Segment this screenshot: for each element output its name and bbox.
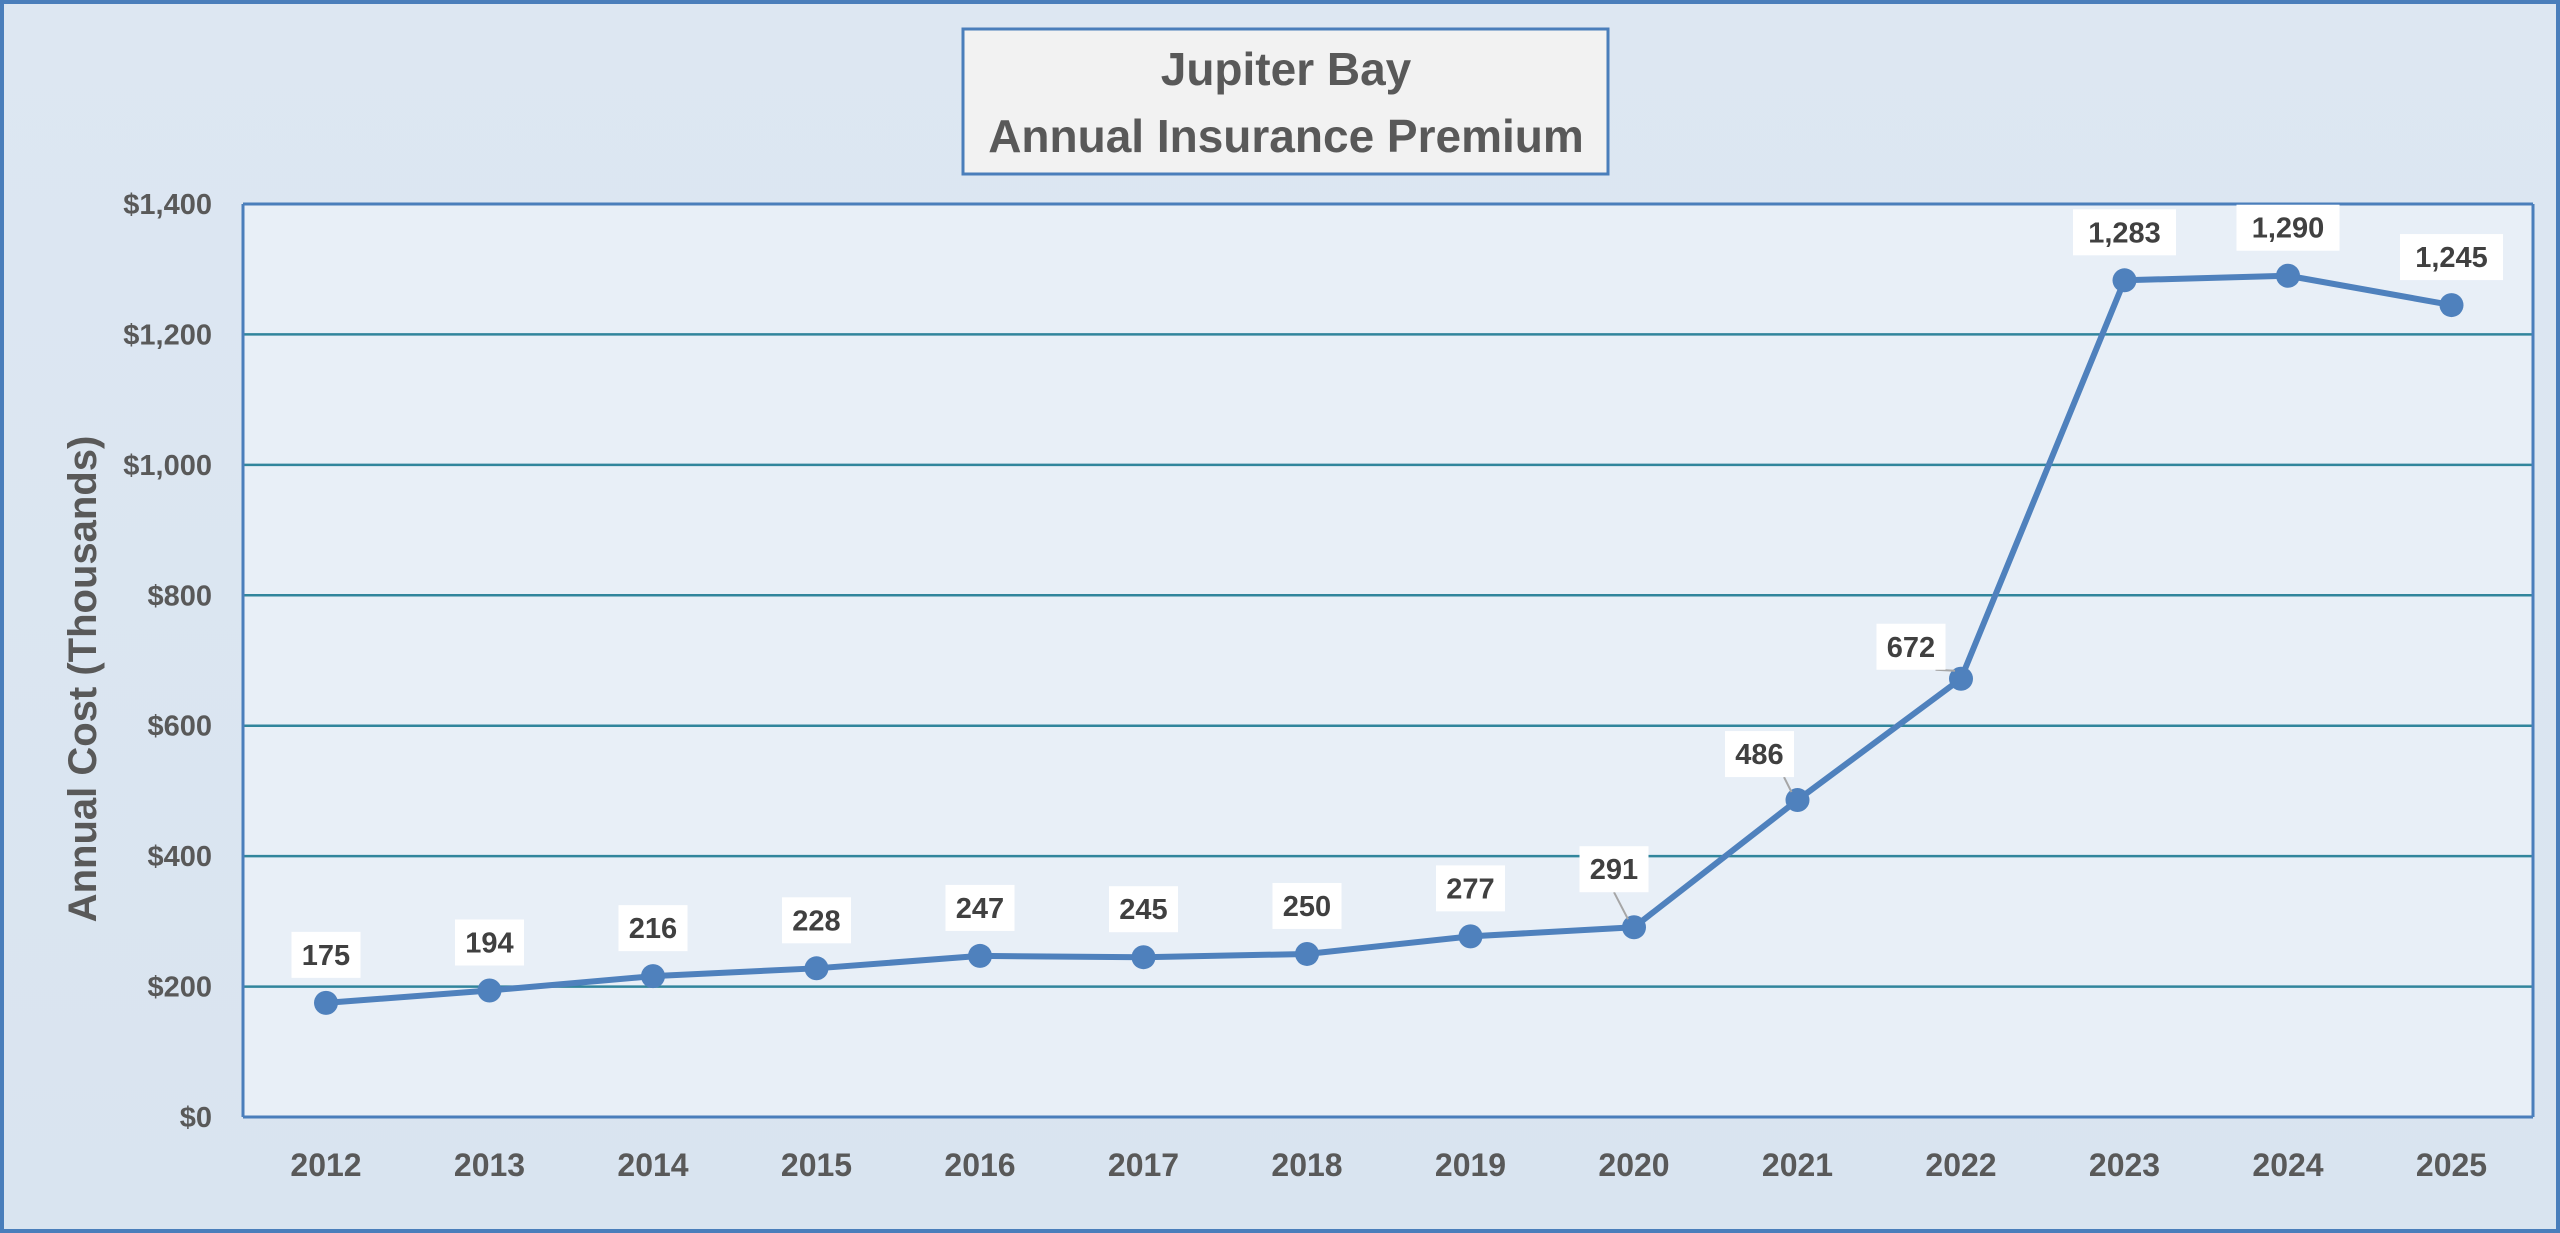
data-point-marker	[1295, 941, 1319, 966]
data-label-text: 245	[1119, 894, 1167, 926]
series-layer	[314, 263, 2464, 1015]
data-label-text: 291	[1590, 854, 1638, 886]
data-label: 277	[1436, 865, 1505, 912]
data-point-marker	[968, 943, 992, 968]
data-label: 247	[945, 884, 1015, 931]
leader-line	[1613, 891, 1629, 920]
plot-area	[243, 204, 2533, 1117]
chart-title-box: Jupiter Bay Annual Insurance Premium	[961, 27, 1610, 176]
x-tick-label: 2024	[2252, 1147, 2323, 1183]
data-point-marker	[1622, 915, 1646, 940]
y-tick-label: $1,000	[123, 450, 212, 482]
data-label-box	[1876, 623, 1946, 670]
data-label: 291	[1579, 846, 1649, 920]
data-point-marker	[2439, 293, 2464, 318]
data-label-box	[618, 905, 688, 952]
data-label-box	[782, 897, 851, 944]
data-label: 216	[618, 905, 688, 952]
y-tick-label: $1,400	[123, 189, 212, 221]
x-tick-label: 2013	[454, 1147, 525, 1183]
x-tick-label: 2014	[617, 1147, 688, 1183]
data-label-text: 228	[792, 905, 840, 937]
y-axis-title: Annual Cost (Thousands)	[61, 436, 105, 923]
data-label-box	[291, 931, 361, 978]
data-label-text: 175	[302, 940, 350, 972]
x-tick-label: 2015	[781, 1147, 852, 1183]
y-tick-label: $400	[147, 841, 212, 873]
data-label: 1,245	[2400, 234, 2503, 281]
chart-title-line-1: Jupiter Bay	[1161, 43, 1412, 95]
data-label: 228	[782, 897, 851, 944]
x-tick-label: 2020	[1598, 1147, 1669, 1183]
data-label-box	[1579, 846, 1649, 893]
leader-line	[1783, 776, 1793, 793]
data-point-marker	[1131, 945, 1156, 970]
data-label-text: 1,245	[2415, 242, 2488, 274]
y-axis-tick-labels: $0 $200 $400 $600 $800 $1,000 $1,200 $1,400	[123, 189, 212, 1134]
data-label-box	[1109, 886, 1178, 933]
x-tick-label: 2018	[1271, 1147, 1342, 1183]
y-tick-label: $1,200	[123, 319, 212, 351]
data-label-text: 486	[1735, 739, 1783, 771]
y-tick-label: $800	[147, 580, 212, 612]
data-label: 1,290	[2236, 204, 2340, 251]
data-label: 486	[1725, 731, 1794, 793]
x-tick-label: 2021	[1762, 1147, 1833, 1183]
data-label: 250	[1272, 882, 1342, 929]
data-label-text: 247	[956, 893, 1004, 925]
data-label-box	[1725, 731, 1794, 778]
chart-title-line-2: Annual Insurance Premium	[988, 110, 1584, 162]
data-point-marker	[2276, 263, 2300, 288]
data-label-text: 277	[1446, 873, 1494, 905]
leader-line	[1935, 668, 1956, 672]
y-tick-label: $0	[180, 1102, 212, 1134]
data-label: 194	[455, 919, 524, 966]
axes	[241, 202, 2535, 1119]
x-tick-label: 2023	[2089, 1147, 2160, 1183]
x-tick-label: 2016	[944, 1147, 1015, 1183]
data-point-marker	[641, 964, 665, 989]
data-label-text: 194	[465, 927, 513, 959]
y-tick-label: $600	[147, 711, 212, 743]
data-label-box	[455, 919, 524, 966]
data-label: 1,283	[2073, 209, 2176, 256]
data-point-marker	[1458, 924, 1483, 949]
data-label-box	[2400, 234, 2503, 281]
data-point-marker	[1785, 788, 1810, 813]
data-label-box	[1436, 865, 1505, 912]
data-label-text: 672	[1887, 632, 1935, 664]
data-point-marker	[314, 990, 338, 1015]
data-label-text: 1,290	[2252, 213, 2325, 245]
y-tick-label: $200	[147, 972, 212, 1004]
data-label-box	[2236, 204, 2340, 251]
title-box-background	[961, 27, 1610, 176]
data-label-box	[1272, 882, 1342, 929]
data-point-marker	[1949, 666, 1973, 691]
data-point-marker	[2112, 268, 2137, 293]
x-tick-label: 2025	[2416, 1147, 2487, 1183]
data-label-text: 1,283	[2088, 217, 2161, 249]
data-label-box	[945, 884, 1015, 931]
data-point-marker	[477, 978, 502, 1003]
series-line	[323, 272, 2455, 1006]
data-label: 672	[1876, 623, 1956, 672]
data-label: 245	[1109, 886, 1178, 933]
data-label: 175	[291, 931, 361, 978]
data-point-marker	[804, 956, 829, 981]
x-tick-label: 2019	[1435, 1147, 1506, 1183]
x-tick-label: 2022	[1925, 1147, 1996, 1183]
x-tick-label: 2017	[1108, 1147, 1179, 1183]
data-label-text: 216	[629, 913, 677, 945]
data-labels: 175 194 216 228 247 245 250 277 291 486 672 1,283 1,…	[291, 204, 2503, 978]
data-label-box	[2073, 209, 2176, 256]
data-label-text: 250	[1283, 891, 1331, 923]
x-tick-label: 2012	[290, 1147, 361, 1183]
x-axis-tick-labels: 2012 2013 2014 2015 2016 2017 2018 2019 2020 2021…	[290, 1147, 2487, 1183]
